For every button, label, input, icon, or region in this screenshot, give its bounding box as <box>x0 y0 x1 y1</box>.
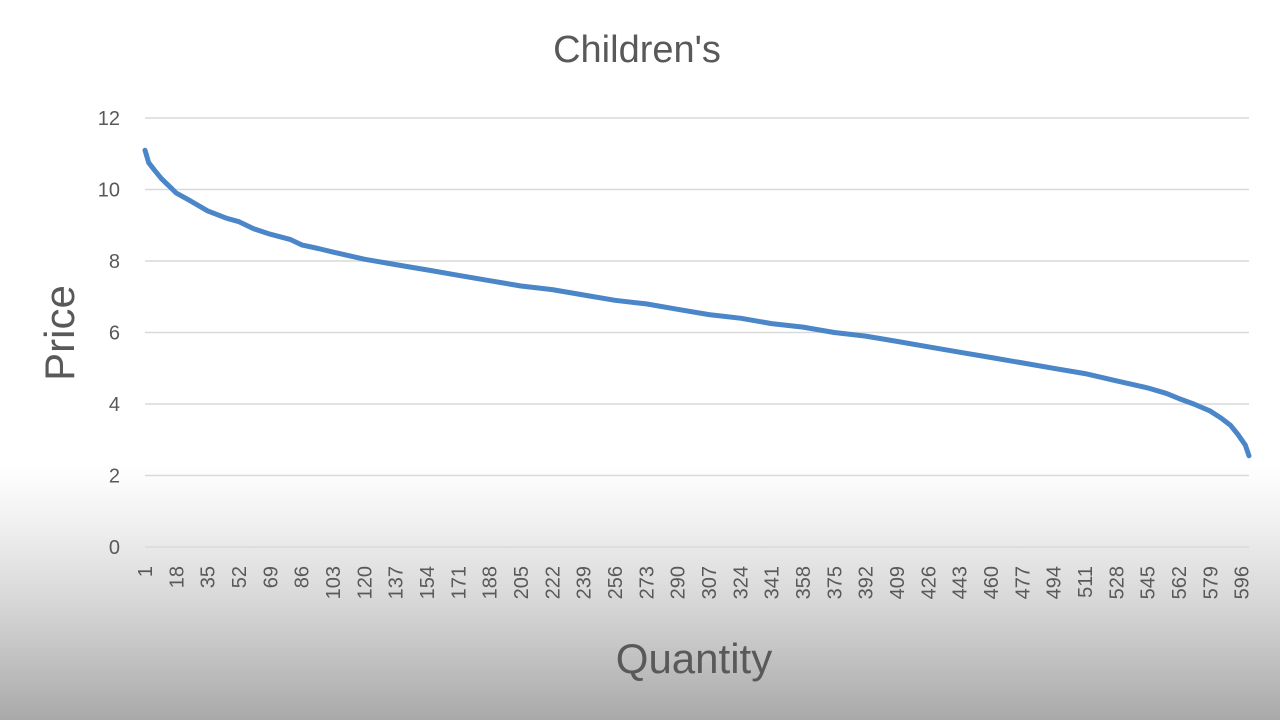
y-tick-label: 0 <box>109 537 120 559</box>
gridlines <box>145 117 1249 548</box>
x-tick-label: 52 <box>229 566 251 588</box>
y-tick-label: 12 <box>98 108 120 130</box>
x-tick-label: 273 <box>636 566 658 599</box>
x-tick-label: 528 <box>1106 566 1128 599</box>
x-tick-label: 392 <box>856 566 878 599</box>
y-tick-label: 2 <box>109 466 120 488</box>
x-tick-label: 86 <box>292 566 314 588</box>
x-tick-label: 324 <box>730 566 752 599</box>
x-tick-label: 477 <box>1012 566 1034 599</box>
series-layer <box>142 147 1252 459</box>
x-tick-label: 562 <box>1169 566 1191 599</box>
y-axis-ticks: 0 2 4 6 8 10 12 <box>98 108 120 559</box>
x-tick-label: 1 <box>135 566 157 577</box>
y-axis-title: Price <box>36 285 83 381</box>
x-tick-label: 35 <box>198 566 220 588</box>
series-line-0 <box>142 147 1252 459</box>
x-tick-label: 511 <box>1075 566 1097 598</box>
x-axis-ticks: 1 18 35 52 69 86 103 120 137 154 171 188 205 222 239 25… <box>135 566 1254 599</box>
x-tick-label: 409 <box>887 566 909 599</box>
y-tick-label: 6 <box>109 323 120 345</box>
x-tick-label: 205 <box>511 566 533 599</box>
x-tick-label: 239 <box>574 566 596 599</box>
x-tick-label: 579 <box>1200 566 1222 599</box>
x-tick-label: 307 <box>699 566 721 599</box>
x-tick-label: 494 <box>1044 566 1066 599</box>
x-tick-label: 460 <box>981 566 1003 599</box>
x-tick-label: 341 <box>762 566 784 599</box>
x-axis-title: Quantity <box>616 635 772 682</box>
x-tick-label: 545 <box>1138 566 1160 599</box>
x-tick-label: 256 <box>605 566 627 599</box>
x-tick-label: 69 <box>260 566 282 588</box>
x-tick-label: 426 <box>918 566 940 599</box>
y-tick-label: 8 <box>109 251 120 273</box>
chart-title: Children's <box>553 29 721 71</box>
y-tick-label: 10 <box>98 180 120 202</box>
x-tick-label: 171 <box>448 566 470 599</box>
x-tick-label: 596 <box>1232 566 1254 599</box>
x-tick-label: 154 <box>417 566 439 599</box>
x-tick-label: 120 <box>354 566 376 599</box>
x-tick-label: 188 <box>480 566 502 599</box>
x-tick-label: 358 <box>793 566 815 599</box>
y-tick-label: 4 <box>109 394 120 416</box>
x-tick-label: 375 <box>824 566 846 599</box>
x-tick-label: 222 <box>542 566 564 599</box>
x-tick-label: 18 <box>166 566 188 588</box>
x-tick-label: 443 <box>950 566 972 599</box>
x-tick-label: 290 <box>668 566 690 599</box>
x-tick-label: 103 <box>323 566 345 599</box>
x-tick-label: 137 <box>386 566 408 599</box>
